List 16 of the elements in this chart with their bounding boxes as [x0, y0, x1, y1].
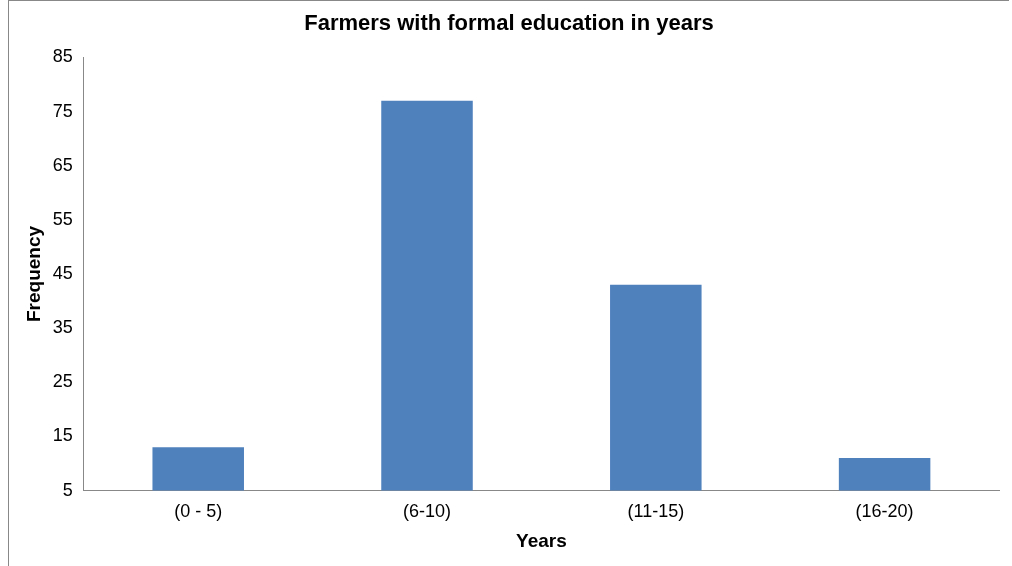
y-axis-title: Frequency [22, 225, 44, 323]
y-tick-label: 65 [52, 154, 73, 175]
x-tick-label: (11-15) [627, 501, 685, 522]
y-tick-label: 35 [52, 317, 73, 338]
x-tick-label: (6-10) [403, 501, 452, 522]
y-tick-label: 75 [52, 100, 73, 121]
y-tick-label: 15 [52, 425, 73, 446]
y-tick-label: 5 [62, 479, 73, 500]
y-tick-label: 85 [52, 46, 73, 67]
y-tick-label: 45 [52, 262, 73, 283]
x-tick-label: (16-20) [855, 501, 914, 522]
x-axis-title: Years [516, 529, 567, 551]
x-tick-label: (0 - 5) [174, 501, 223, 522]
y-tick-label: 25 [52, 371, 73, 392]
chart-title: Farmers with formal education in years [304, 10, 714, 36]
y-tick-label: 55 [52, 208, 73, 229]
